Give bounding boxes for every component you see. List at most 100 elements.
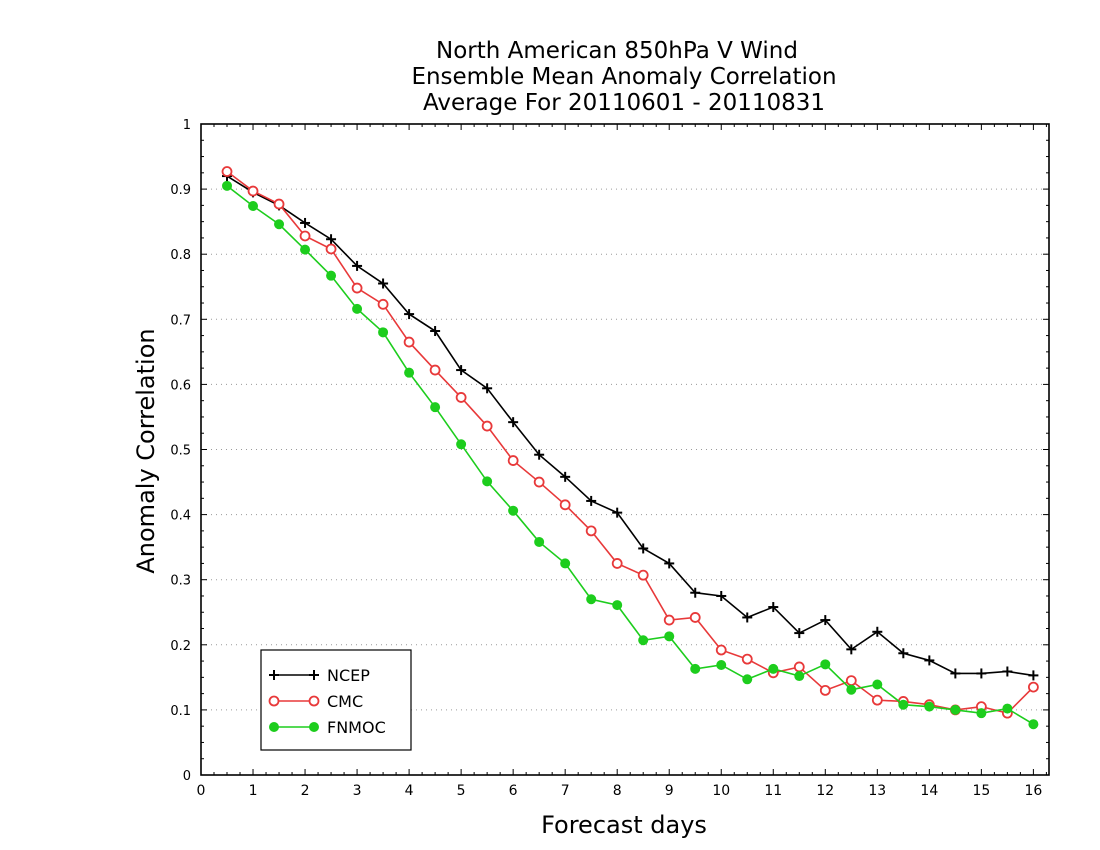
- x-tick-label: 12: [816, 783, 834, 799]
- point-fnmoc: [378, 327, 389, 338]
- x-axis-label: Forecast days: [541, 811, 707, 839]
- point-fnmoc: [612, 600, 623, 611]
- y-tick-label: 0: [183, 769, 191, 784]
- legend-marker-right-ncep: [309, 670, 319, 680]
- point-ncep: [326, 234, 337, 245]
- point-fnmoc: [872, 679, 883, 690]
- point-fnmoc: [690, 663, 701, 674]
- x-tick-label: 5: [457, 783, 466, 799]
- y-tick-label: 0.4: [170, 509, 191, 524]
- point-cmc: [793, 661, 805, 673]
- point-cmc: [429, 364, 441, 376]
- point-cmc: [351, 282, 363, 294]
- point-cmc: [221, 166, 233, 177]
- point-fnmoc: [638, 635, 649, 646]
- x-tick-label: 9: [665, 783, 674, 799]
- y-tick-label: 0.9: [170, 183, 191, 198]
- point-cmc: [533, 476, 545, 488]
- point-cmc: [871, 694, 883, 706]
- point-cmc: [819, 684, 831, 696]
- chart-title-line-1: North American 850hPa V Wind: [436, 38, 798, 64]
- point-ncep: [404, 309, 415, 320]
- legend-marker-left-cmc: [268, 695, 280, 707]
- point-fnmoc: [300, 244, 311, 255]
- chart-title: North American 850hPa V Wind Ensemble Me…: [411, 38, 836, 116]
- x-tick-label: 4: [405, 783, 414, 799]
- point-cmc: [715, 644, 727, 656]
- point-ncep: [1002, 666, 1013, 677]
- point-fnmoc: [820, 659, 831, 670]
- x-tick-label: 10: [712, 783, 730, 799]
- chart-title-line-2: Ensemble Mean Anomaly Correlation: [411, 64, 836, 90]
- y-tick-label: 0.1: [170, 704, 191, 719]
- point-ncep: [716, 590, 727, 601]
- y-tick-label: 0.5: [170, 444, 191, 459]
- point-ncep: [638, 543, 649, 554]
- legend-marker-left-ncep: [269, 670, 279, 680]
- point-cmc: [741, 653, 753, 665]
- point-fnmoc: [794, 671, 805, 682]
- point-ncep: [976, 668, 987, 679]
- point-ncep: [456, 365, 467, 376]
- data-series: [221, 166, 1039, 730]
- x-tick-label: 6: [509, 783, 518, 799]
- point-cmc: [247, 185, 259, 197]
- point-ncep: [482, 383, 493, 394]
- legend-marker-left-fnmoc: [269, 722, 279, 732]
- legend-label-ncep: NCEP: [327, 666, 370, 685]
- x-tick-label: 0: [197, 783, 206, 799]
- point-fnmoc: [846, 684, 857, 695]
- point-fnmoc: [352, 303, 363, 314]
- point-ncep: [586, 495, 597, 506]
- point-fnmoc: [664, 631, 675, 642]
- y-tick-label: 0.8: [170, 248, 191, 263]
- point-cmc: [403, 336, 415, 348]
- point-fnmoc: [326, 270, 337, 281]
- y-tick-label: 0.3: [170, 574, 191, 589]
- point-cmc: [1027, 681, 1039, 693]
- point-fnmoc: [898, 699, 909, 710]
- point-cmc: [273, 198, 285, 210]
- point-fnmoc: [976, 708, 987, 719]
- point-cmc: [663, 614, 675, 626]
- legend-marker-right-fnmoc: [309, 722, 319, 732]
- point-ncep: [924, 655, 935, 666]
- x-tick-label: 7: [561, 783, 570, 799]
- point-cmc: [611, 558, 623, 569]
- legend-item-cmc: CMC: [268, 692, 363, 711]
- axes: 0 1 2 3 4 5 6 7 8 9 10 11 12 13 14 15 1600.10.20.30.40.5…: [170, 118, 1050, 799]
- point-ncep: [898, 648, 909, 659]
- series-line-ncep: [226, 175, 1034, 677]
- point-fnmoc: [222, 180, 233, 191]
- point-ncep: [664, 558, 675, 569]
- point-fnmoc: [560, 558, 571, 569]
- x-tick-label: 1: [249, 783, 258, 799]
- point-fnmoc: [586, 594, 597, 605]
- point-cmc: [455, 392, 467, 403]
- point-cmc: [481, 420, 493, 432]
- point-fnmoc: [274, 219, 285, 230]
- point-cmc: [637, 569, 649, 581]
- point-ncep: [430, 326, 441, 337]
- x-tick-label: 2: [301, 783, 310, 799]
- point-fnmoc: [924, 701, 935, 712]
- x-tick-label: 8: [613, 783, 622, 799]
- point-cmc: [585, 525, 597, 537]
- point-fnmoc: [508, 505, 519, 516]
- point-ncep: [300, 217, 311, 228]
- point-ncep: [560, 471, 571, 482]
- series-fnmoc: [222, 180, 1039, 730]
- point-ncep: [742, 612, 753, 623]
- point-cmc: [507, 455, 519, 466]
- point-ncep: [820, 615, 831, 626]
- point-cmc: [845, 675, 857, 687]
- point-fnmoc: [950, 704, 961, 715]
- legend-item-fnmoc: FNMOC: [269, 718, 386, 737]
- point-fnmoc: [248, 201, 259, 212]
- point-cmc: [689, 612, 701, 623]
- point-fnmoc: [742, 674, 753, 685]
- x-tick-label: 16: [1024, 783, 1042, 799]
- point-fnmoc: [534, 536, 545, 547]
- point-fnmoc: [716, 659, 727, 670]
